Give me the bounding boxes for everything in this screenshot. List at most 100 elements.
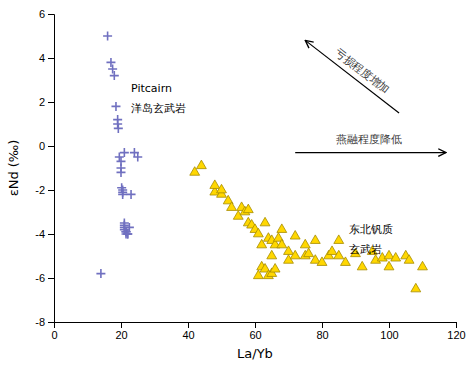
tick-label: 100: [380, 329, 398, 341]
point: [290, 231, 300, 240]
series: [190, 160, 428, 292]
tick-label: 0: [51, 329, 57, 341]
point: [133, 153, 142, 162]
point: [114, 124, 123, 133]
tick-mark: [48, 234, 54, 235]
axis-line: [55, 323, 457, 329]
tick-mark: [121, 322, 122, 328]
point: [127, 190, 136, 199]
tick: 40: [182, 322, 194, 341]
point: [334, 250, 344, 259]
marks: [96, 32, 427, 292]
point: [304, 248, 314, 257]
x-axis: 0 20 40 60 80 100 120: [51, 322, 465, 341]
y-axis-title: εNd (‰): [6, 140, 21, 197]
tick-mark: [188, 322, 189, 328]
point: [384, 261, 394, 270]
point: [117, 183, 126, 192]
tick: -4: [35, 228, 54, 240]
point: [111, 102, 120, 111]
tick: 120: [447, 322, 465, 341]
tick-label: -4: [35, 228, 45, 240]
tick: 60: [249, 322, 261, 341]
annotation: Pitcairn: [131, 82, 172, 95]
tick-label: 60: [249, 329, 261, 341]
point: [260, 217, 270, 226]
tick-mark: [48, 190, 54, 191]
point: [118, 190, 127, 199]
annotation: 洋岛玄武岩: [131, 102, 186, 115]
point: [117, 168, 126, 177]
point: [290, 250, 300, 259]
point: [277, 239, 287, 248]
point: [391, 253, 401, 262]
annotation: 东北钒质: [349, 223, 393, 236]
point: [217, 184, 227, 193]
tick-label: 2: [39, 96, 45, 108]
point: [210, 180, 220, 189]
point: [253, 228, 263, 237]
point: [270, 264, 280, 273]
tick-mark: [456, 322, 457, 328]
point: [277, 224, 287, 233]
series: [96, 32, 142, 279]
point: [300, 239, 310, 248]
point: [418, 261, 428, 270]
tick-label: -6: [35, 272, 45, 284]
tick-label: -8: [35, 316, 45, 328]
point: [96, 269, 105, 278]
point: [103, 32, 112, 41]
tick-label: 0: [39, 140, 45, 152]
point: [196, 160, 206, 169]
tick: -8: [35, 316, 54, 328]
point: [227, 202, 237, 211]
point: [123, 230, 132, 239]
tick-mark: [322, 322, 323, 328]
annotations: Pitcairn 洋岛玄武岩东北钒质玄武岩 亏损程度增加燕融程度降低: [131, 40, 446, 256]
annotation: 亏损程度增加: [332, 46, 392, 97]
point: [411, 283, 421, 292]
point: [404, 255, 414, 264]
tick-label: 6: [39, 8, 45, 20]
tick-mark: [48, 278, 54, 279]
tick-label: -2: [35, 184, 45, 196]
axis-line: [48, 15, 55, 323]
annotation: 燕融程度降低: [336, 133, 402, 146]
chart: 0 20 40 60 80 100 120 -8 -6 -4 -2 0 2 4 6 Pitcairn 洋岛玄武岩…: [0, 0, 474, 366]
annotation: 玄武岩: [349, 243, 382, 256]
point: [243, 204, 253, 213]
tick: 100: [380, 322, 398, 341]
point: [125, 223, 134, 232]
tick-mark: [48, 102, 54, 103]
tick-mark: [255, 322, 256, 328]
point: [108, 65, 117, 74]
point: [120, 148, 129, 157]
tick-label: 120: [447, 329, 465, 341]
tick-label: 20: [115, 329, 127, 341]
point: [284, 246, 294, 255]
point: [341, 257, 351, 266]
tick: -2: [35, 184, 54, 196]
tick-mark: [48, 146, 54, 147]
point: [110, 71, 119, 80]
point: [334, 235, 344, 244]
point: [357, 261, 367, 270]
tick-mark: [48, 58, 54, 59]
tick: 6: [39, 8, 54, 20]
tick-mark: [48, 322, 54, 323]
y-axis: -8 -6 -4 -2 0 2 4 6: [35, 8, 54, 328]
plot: 0 20 40 60 80 100 120 -8 -6 -4 -2 0 2 4 6 Pitcairn 洋岛玄武岩…: [35, 8, 465, 341]
tick: 0: [39, 140, 54, 152]
point: [106, 58, 115, 67]
point: [310, 235, 320, 244]
tick: 80: [316, 322, 328, 341]
tick: 4: [39, 52, 54, 64]
tick: 20: [115, 322, 127, 341]
tick-label: 40: [182, 329, 194, 341]
tick-mark: [48, 14, 54, 15]
arrow: [295, 152, 446, 153]
point: [115, 153, 124, 162]
x-axis-title: La/Yb: [237, 346, 273, 361]
tick: 2: [39, 96, 54, 108]
tick-mark: [389, 322, 390, 328]
